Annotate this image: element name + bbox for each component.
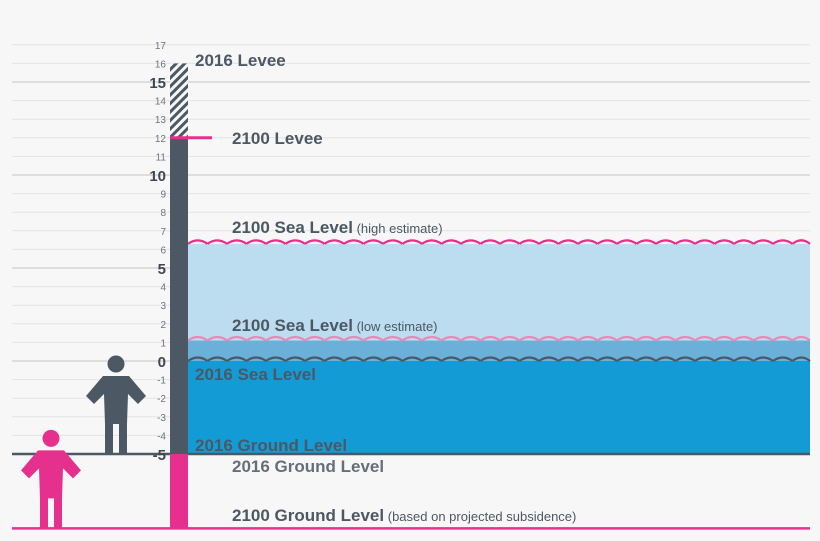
y-tick-label: 8 (160, 208, 166, 219)
y-tick-label: 1 (160, 338, 166, 349)
y-tick-label: 9 (160, 190, 166, 201)
y-tick-label: 11 (156, 152, 167, 163)
y-tick-label: 13 (155, 115, 167, 126)
wave-lines (187, 239, 811, 362)
subsidence-bar (170, 454, 188, 529)
label-2016-ground-level-text: 2016 Ground Level (195, 436, 347, 455)
y-tick-label: 17 (155, 41, 167, 52)
label-2100-ground-level-note: (based on projected subsidence) (384, 509, 576, 524)
person-2100-icon (21, 429, 81, 529)
y-tick-label: -5 (153, 447, 166, 464)
label-2016-ground-ghost: 2016 Ground Level (232, 457, 384, 476)
label-2016-ground-ghost-text: 2016 Ground Level (232, 457, 384, 476)
y-tick-label: 15 (149, 75, 166, 92)
y-tick-label: 4 (160, 283, 166, 294)
y-tick-label: 12 (155, 134, 167, 145)
label-2100-sea-low-note: (low estimate) (353, 319, 438, 334)
people-figures (21, 355, 146, 529)
person-body (21, 450, 81, 529)
y-tick-label: 6 (160, 245, 166, 256)
y-tick-label: 3 (160, 301, 166, 312)
label-2100-sea-high-note: (high estimate) (353, 221, 443, 236)
label-2100-levee-text: 2100 Levee (232, 129, 323, 148)
label-2100-sea-low-text: 2100 Sea Level (232, 316, 353, 335)
person-head (42, 429, 60, 447)
y-tick-label: -2 (157, 394, 166, 405)
label-2016-sea-level-text: 2016 Sea Level (195, 365, 316, 384)
level-labels: 2016 Levee 2100 Levee 2100 Sea Level (high… (195, 51, 576, 525)
levee-column (170, 63, 212, 529)
wave-2100-high (187, 239, 811, 245)
levee-2016-hatched (170, 63, 188, 138)
y-tick-label: 7 (160, 227, 166, 238)
person-2016-icon (86, 355, 146, 454)
label-2016-ground-level: 2016 Ground Level (195, 436, 347, 455)
label-2100-sea-high-text: 2100 Sea Level (232, 218, 353, 237)
label-2100-ground-level: 2100 Ground Level (based on projected su… (232, 506, 576, 525)
levee-column-bar (170, 137, 188, 455)
y-tick-label: 0 (158, 354, 166, 371)
sea-high-band (188, 243, 810, 341)
y-tick-label: 14 (155, 97, 167, 108)
y-tick-label: 16 (155, 59, 167, 70)
y-tick-label: 2 (160, 320, 166, 331)
person-head (107, 355, 125, 373)
label-2016-levee-text: 2016 Levee (195, 51, 286, 70)
water-bands (12, 243, 810, 530)
sea-low-band (188, 340, 810, 361)
y-tick-label: 10 (149, 168, 166, 185)
y-tick-label: -3 (157, 413, 166, 424)
label-2100-ground-level-text: 2100 Ground Level (232, 506, 384, 525)
label-2016-sea-level: 2016 Sea Level (195, 365, 316, 384)
y-tick-label: -4 (157, 431, 166, 442)
person-body (86, 376, 146, 454)
y-tick-label: 5 (158, 261, 166, 278)
label-2100-sea-low: 2100 Sea Level (low estimate) (232, 316, 438, 335)
y-tick-label: -1 (157, 376, 166, 387)
label-2100-levee: 2100 Levee (232, 129, 323, 148)
label-2016-levee: 2016 Levee (195, 51, 286, 70)
label-2100-sea-high: 2100 Sea Level (high estimate) (232, 218, 443, 237)
wave-2016 (187, 356, 811, 362)
wave-2100-low (187, 335, 811, 342)
sea-2016-band (188, 361, 810, 454)
